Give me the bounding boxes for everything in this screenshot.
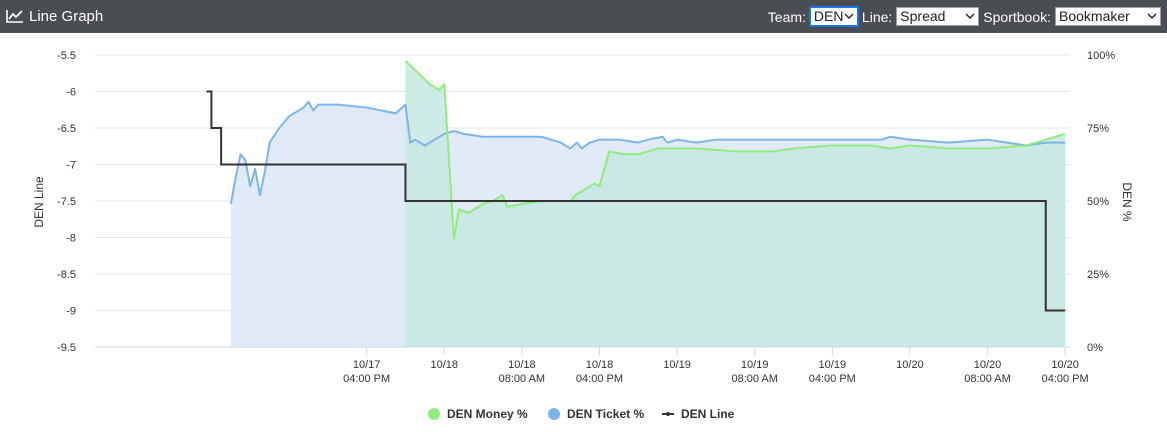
- legend-item-label: DEN Money %: [447, 407, 528, 421]
- line-label: Line:: [861, 8, 893, 25]
- legend-item-label: DEN Line: [681, 407, 735, 421]
- team-label: Team:: [767, 8, 806, 25]
- series-line-den-ticket: [229, 100, 1066, 205]
- series-areas: [230, 60, 1066, 348]
- team-select[interactable]: DEN: [808, 6, 859, 27]
- x-tick-date: 10/18: [508, 359, 536, 371]
- left-tick-label: -8: [66, 233, 76, 245]
- left-axis-title: DEN Line: [32, 176, 46, 228]
- legend-symbol-dot: [428, 408, 440, 420]
- left-tick-label: -9: [66, 306, 76, 318]
- chart-controls: Team: DEN Line: Spread Sportbook: Bookma…: [768, 6, 1161, 27]
- x-tick-time: 08:00 AM: [499, 373, 545, 385]
- x-tick-date: 10/19: [663, 359, 691, 371]
- right-axis-title: DEN %: [1120, 182, 1134, 222]
- x-tick-time: 04:00 PM: [576, 373, 623, 385]
- left-tick-label: -5.5: [57, 50, 76, 62]
- series-line-den-money: [404, 60, 1066, 240]
- x-tick-date: 10/17: [353, 359, 381, 371]
- x-tick-time: 08:00 AM: [731, 373, 777, 385]
- right-tick-label: 75%: [1087, 123, 1109, 135]
- chevron-down-icon: [844, 13, 854, 19]
- x-tick-time: 04:00 PM: [809, 373, 856, 385]
- legend-symbol-dot: [548, 408, 560, 420]
- chart-header: Line Graph Team: DEN Line: Spread Sportb…: [0, 0, 1167, 33]
- x-tick-time: 08:00 AM: [964, 373, 1010, 385]
- line-chart-icon: [6, 10, 23, 23]
- left-tick-label: -6: [66, 87, 76, 99]
- line-chart: -5.5 -6 -6.5 -7 -7.5 -8 -8.5 -9 -9.5 100% 75% 50% 25…: [32, 50, 1134, 421]
- line-select-value: Spread: [900, 8, 946, 24]
- sportbook-label: Sportbook:: [983, 8, 1051, 25]
- x-tick-date: 10/20: [896, 359, 924, 371]
- left-tick-label: -8.5: [57, 269, 76, 281]
- x-tick-date: 10/20: [1051, 359, 1079, 371]
- x-tick-time: 04:00 PM: [343, 373, 390, 385]
- legend-symbol-marker: [666, 412, 670, 416]
- x-tick-date: 10/19: [819, 359, 847, 371]
- left-tick-label: -6.5: [57, 123, 76, 135]
- x-tick-time: 04:00 PM: [1042, 373, 1089, 385]
- x-tick-date: 10/20: [974, 359, 1002, 371]
- series-area-den-money: [405, 60, 1066, 348]
- axes: -5.5 -6 -6.5 -7 -7.5 -8 -8.5 -9 -9.5 100% 75% 50% 25…: [57, 50, 1115, 385]
- sportbook-select[interactable]: Bookmaker: [1055, 7, 1161, 26]
- left-tick-label: -7.5: [57, 196, 76, 208]
- line-select[interactable]: Spread: [896, 7, 980, 26]
- right-tick-label: 25%: [1087, 269, 1109, 281]
- chart-legend: DEN Money % DEN Ticket % DEN Line: [428, 407, 735, 421]
- page-title: Line Graph: [29, 8, 104, 25]
- x-tick-date: 10/19: [741, 359, 769, 371]
- series-lines: [206, 60, 1066, 312]
- team-select-value: DEN: [813, 8, 844, 24]
- right-tick-label: 100%: [1087, 50, 1115, 62]
- right-tick-label: 50%: [1087, 196, 1109, 208]
- left-tick-label: -7: [66, 160, 76, 172]
- left-tick-label: -9.5: [57, 342, 76, 354]
- x-tick-date: 10/18: [430, 359, 458, 371]
- chevron-down-icon: [965, 13, 975, 19]
- legend-item-label: DEN Ticket %: [567, 407, 644, 421]
- right-tick-label: 0%: [1087, 342, 1103, 354]
- sportbook-select-value: Bookmaker: [1059, 8, 1130, 24]
- chevron-down-icon: [1147, 13, 1157, 19]
- series-line-den-line: [206, 90, 1066, 312]
- x-tick-date: 10/18: [586, 359, 614, 371]
